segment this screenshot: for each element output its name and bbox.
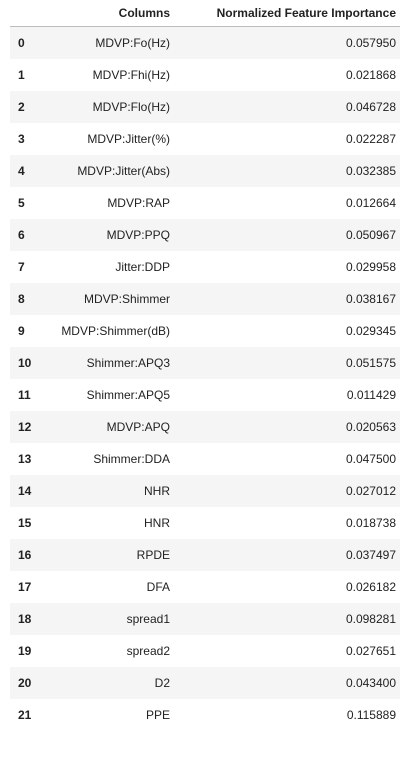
feature-name-cell: HNR bbox=[144, 515, 170, 530]
table-row: 1 MDVP:Fhi(Hz) 0.021868 bbox=[10, 58, 400, 91]
table-row: 17 DFA 0.026182 bbox=[10, 570, 400, 603]
table-row: 20 D2 0.043400 bbox=[10, 666, 400, 699]
row-index: 8 bbox=[18, 291, 25, 306]
feature-name-cell: Jitter:DDP bbox=[115, 259, 170, 274]
feature-name-cell: PPE bbox=[145, 707, 170, 722]
importance-value-cell: 0.047500 bbox=[345, 451, 396, 466]
row-index: 15 bbox=[18, 515, 32, 530]
feature-name-cell: Shimmer:APQ3 bbox=[86, 355, 170, 370]
table-row: 3 MDVP:Jitter(%) 0.022287 bbox=[10, 122, 400, 155]
table-row: 11 Shimmer:APQ5 0.011429 bbox=[10, 378, 400, 411]
row-index: 10 bbox=[18, 355, 32, 370]
table-row: 8 MDVP:Shimmer 0.038167 bbox=[10, 282, 400, 315]
importance-value-cell: 0.115889 bbox=[346, 707, 396, 722]
importance-value-cell: 0.032385 bbox=[345, 163, 396, 178]
table-row: 4 MDVP:Jitter(Abs) 0.032385 bbox=[10, 154, 400, 187]
row-index: 4 bbox=[18, 163, 25, 178]
row-index: 11 bbox=[18, 387, 31, 402]
row-index: 1 bbox=[18, 67, 25, 82]
importance-value-cell: 0.029958 bbox=[345, 259, 396, 274]
feature-name-cell: MDVP:Shimmer(dB) bbox=[61, 323, 170, 338]
feature-name-cell: NHR bbox=[144, 483, 170, 498]
table-row: 18 spread1 0.098281 bbox=[10, 602, 400, 635]
row-index: 14 bbox=[18, 483, 32, 498]
importance-value-cell: 0.022287 bbox=[345, 131, 396, 146]
importance-value-cell: 0.012664 bbox=[345, 195, 396, 210]
feature-name-cell: Shimmer:APQ5 bbox=[86, 387, 170, 402]
table-body: 0 MDVP:Fo(Hz) 0.057950 1 MDVP:Fhi(Hz) 0.02186… bbox=[10, 26, 400, 731]
row-index: 0 bbox=[18, 35, 25, 50]
row-index: 12 bbox=[18, 419, 32, 434]
table-row: 19 spread2 0.027651 bbox=[10, 634, 400, 667]
importance-header: Normalized Feature Importance bbox=[174, 0, 400, 27]
row-index: 5 bbox=[18, 195, 25, 210]
feature-name-cell: MDVP:Flo(Hz) bbox=[92, 99, 170, 114]
table-row: 12 MDVP:APQ 0.020563 bbox=[10, 410, 400, 443]
table-row: 0 MDVP:Fo(Hz) 0.057950 bbox=[10, 26, 400, 59]
row-index: 19 bbox=[18, 643, 32, 658]
feature-name-cell: D2 bbox=[154, 675, 170, 690]
feature-name-cell: MDVP:Jitter(Abs) bbox=[77, 163, 170, 178]
row-index: 9 bbox=[18, 323, 25, 338]
index-header bbox=[10, 0, 42, 27]
table-row: 15 HNR 0.018738 bbox=[10, 506, 400, 539]
row-index: 20 bbox=[18, 675, 32, 690]
importance-value-cell: 0.029345 bbox=[345, 323, 396, 338]
table-row: 16 RPDE 0.037497 bbox=[10, 538, 400, 571]
row-index: 17 bbox=[18, 579, 32, 594]
importance-value-cell: 0.050967 bbox=[345, 227, 396, 242]
importance-value-cell: 0.011429 bbox=[346, 387, 396, 402]
importance-value-cell: 0.018738 bbox=[345, 515, 396, 530]
row-index: 13 bbox=[18, 451, 32, 466]
feature-name-cell: MDVP:PPQ bbox=[106, 227, 170, 242]
importance-value-cell: 0.098281 bbox=[345, 611, 396, 626]
table-row: 14 NHR 0.027012 bbox=[10, 474, 400, 507]
importance-value-cell: 0.046728 bbox=[345, 99, 396, 114]
table-row: 13 Shimmer:DDA 0.047500 bbox=[10, 442, 400, 475]
importance-value-cell: 0.020563 bbox=[345, 419, 396, 434]
importance-value-cell: 0.043400 bbox=[345, 675, 396, 690]
row-index: 2 bbox=[18, 99, 25, 114]
feature-name-cell: Shimmer:DDA bbox=[93, 451, 170, 466]
importance-value-cell: 0.027651 bbox=[345, 643, 396, 658]
feature-name-cell: MDVP:APQ bbox=[106, 419, 170, 434]
feature-importance-table: Columns Normalized Feature Importance 0 M… bbox=[10, 0, 400, 731]
table-row: 9 MDVP:Shimmer(dB) 0.029345 bbox=[10, 314, 400, 347]
table-row: 7 Jitter:DDP 0.029958 bbox=[10, 250, 400, 283]
feature-name-cell: MDVP:Shimmer bbox=[83, 291, 170, 306]
importance-value-cell: 0.038167 bbox=[345, 291, 396, 306]
importance-value-cell: 0.057950 bbox=[345, 35, 396, 50]
feature-name-cell: spread2 bbox=[126, 643, 170, 658]
row-index: 16 bbox=[18, 547, 32, 562]
table-row: 21 PPE 0.115889 bbox=[10, 698, 400, 731]
row-index: 7 bbox=[18, 259, 25, 274]
feature-name-cell: MDVP:Jitter(%) bbox=[87, 131, 170, 146]
feature-name-cell: MDVP:Fhi(Hz) bbox=[92, 67, 170, 82]
table-header-row: Columns Normalized Feature Importance bbox=[10, 0, 400, 27]
table-row: 2 MDVP:Flo(Hz) 0.046728 bbox=[10, 90, 400, 123]
row-index: 21 bbox=[18, 707, 32, 722]
columns-header: Columns bbox=[42, 0, 174, 27]
feature-name-cell: RPDE bbox=[136, 547, 170, 562]
feature-name-cell: DFA bbox=[146, 579, 170, 594]
importance-value-cell: 0.037497 bbox=[345, 547, 396, 562]
feature-name-cell: MDVP:RAP bbox=[107, 195, 170, 210]
importance-value-cell: 0.021868 bbox=[345, 67, 396, 82]
feature-name-cell: MDVP:Fo(Hz) bbox=[95, 35, 170, 50]
table-row: 5 MDVP:RAP 0.012664 bbox=[10, 186, 400, 219]
row-index: 6 bbox=[18, 227, 25, 242]
importance-value-cell: 0.026182 bbox=[345, 579, 396, 594]
feature-name-cell: spread1 bbox=[126, 611, 170, 626]
importance-value-cell: 0.051575 bbox=[345, 355, 396, 370]
row-index: 3 bbox=[18, 131, 25, 146]
importance-value-cell: 0.027012 bbox=[345, 483, 396, 498]
row-index: 18 bbox=[18, 611, 32, 626]
table-row: 10 Shimmer:APQ3 0.051575 bbox=[10, 346, 400, 379]
table-row: 6 MDVP:PPQ 0.050967 bbox=[10, 218, 400, 251]
